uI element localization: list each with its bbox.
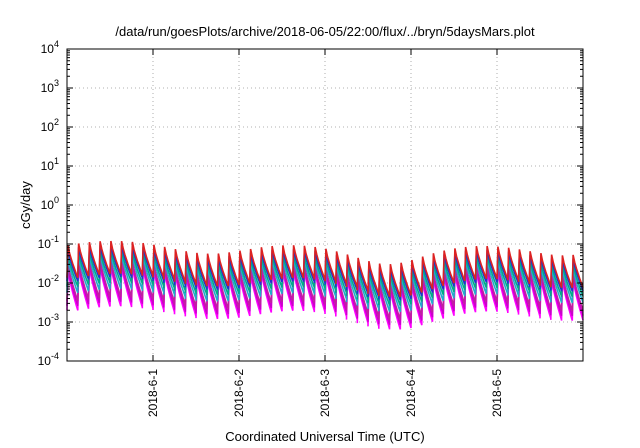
y-tick-label: 104: [41, 39, 59, 56]
x-axis-label: Coordinated Universal Time (UTC): [225, 429, 424, 444]
series-line: [66, 240, 584, 298]
series-line: [66, 264, 584, 330]
y-tick-label: 10-2: [38, 273, 59, 290]
series-group: [66, 240, 584, 330]
y-axis: 10-4 10-3 10-2 10-1 100 101 102 103 104: [38, 39, 583, 368]
series-line: [66, 261, 584, 326]
x-tick-label: 2018-6-5: [490, 369, 504, 417]
x-axis: 2018-6-1 2018-6-2 2018-6-3 2018-6-4 2018-6-5: [146, 49, 504, 417]
x-tick-label: 2018-6-2: [232, 369, 246, 417]
series-line: [66, 249, 584, 306]
series-line: [66, 253, 584, 313]
y-tick-label: 101: [41, 156, 59, 173]
y-tick-label: 100: [41, 195, 59, 212]
series-line: [66, 258, 584, 321]
x-tick-label: 2018-6-4: [404, 369, 418, 417]
x-tick-label: 2018-6-3: [318, 369, 332, 417]
y-tick-label: 103: [41, 78, 59, 95]
y-tick-label: 10-1: [38, 234, 59, 251]
y-tick-label: 10-3: [38, 312, 59, 329]
chart-title: /data/run/goesPlots/archive/2018-06-05/2…: [115, 24, 535, 39]
y-axis-label: cGy/day: [18, 181, 33, 229]
grid: [67, 49, 583, 361]
series-line: [66, 244, 584, 301]
x-tick-label: 2018-6-1: [146, 369, 160, 417]
y-tick-label: 10-4: [38, 351, 59, 368]
y-tick-label: 102: [41, 117, 59, 134]
